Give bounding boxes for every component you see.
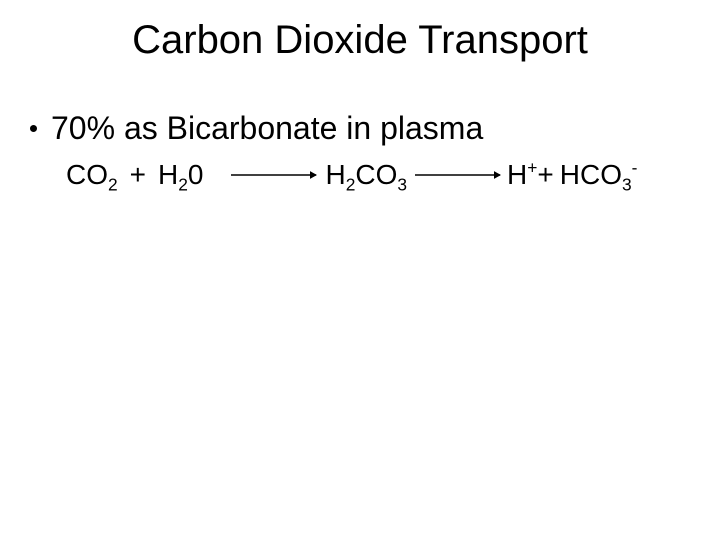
- term-h-plus: H+: [507, 159, 537, 191]
- slide-title: Carbon Dioxide Transport: [0, 18, 720, 63]
- arrow-1: [231, 168, 317, 182]
- term-co2: CO2: [66, 159, 118, 191]
- term-hco3-sup: -: [632, 158, 638, 178]
- plus-sign-2: +: [537, 159, 553, 191]
- term-hco3-sub: 3: [622, 175, 632, 195]
- slide: Carbon Dioxide Transport 70% as Bicarbon…: [0, 0, 720, 540]
- bullet-item: 70% as Bicarbonate in plasma: [30, 110, 483, 147]
- term-h2co3: H2CO3: [325, 159, 407, 191]
- bullet-dot-icon: [30, 125, 37, 132]
- arrow-2: [415, 168, 501, 182]
- chemical-equation: CO2 + H20 H2CO3 H+ + HCO3-: [66, 159, 637, 191]
- plus-sign-1: +: [130, 159, 146, 191]
- bullet-text: 70% as Bicarbonate in plasma: [51, 110, 483, 147]
- term-h2o-pre: H: [158, 159, 178, 190]
- term-h2co3-sub2: 3: [397, 175, 407, 195]
- term-co2-sub: 2: [108, 175, 118, 195]
- term-h2o-post: 0: [188, 159, 204, 190]
- term-hco3-pre: HCO: [560, 159, 622, 190]
- term-h-plus-sup: +: [527, 158, 537, 178]
- term-h2o-sub: 2: [178, 175, 188, 195]
- term-hco3-minus: HCO3-: [560, 159, 638, 191]
- term-h-plus-h: H: [507, 159, 527, 190]
- term-co2-pre: CO: [66, 159, 108, 190]
- term-h2co3-h: H: [325, 159, 345, 190]
- term-h2co3-co: CO: [355, 159, 397, 190]
- term-h2co3-sub1: 2: [346, 175, 356, 195]
- term-h2o: H20: [158, 159, 203, 191]
